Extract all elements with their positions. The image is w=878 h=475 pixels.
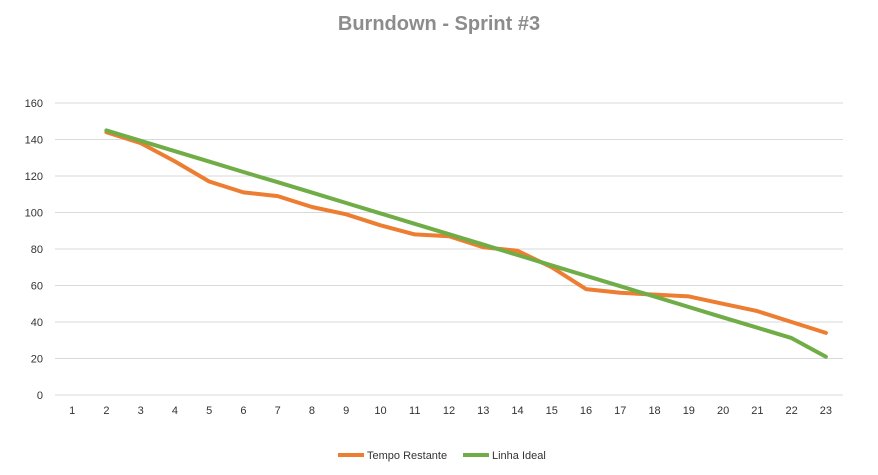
series-line-linha-ideal: [104, 128, 828, 359]
y-tick-label: 40: [31, 317, 43, 329]
x-tick-label: 9: [343, 405, 349, 417]
x-tick-label: 1: [69, 405, 75, 417]
x-tick-label: 20: [717, 405, 729, 417]
legend-label: Tempo Restante: [367, 450, 447, 462]
chart-title: Burndown - Sprint #3: [338, 13, 540, 35]
x-tick-label: 2: [103, 405, 109, 417]
x-tick-label: 21: [751, 405, 763, 417]
y-tick-label: 100: [25, 208, 43, 220]
x-axis-ticks: 1 2 3 4 5 6 7 8 9 10 11 12 13 14 15 16 17 18 19 20 21 22 23: [69, 405, 832, 417]
x-tick-label: 18: [648, 405, 660, 417]
y-tick-label: 20: [31, 354, 43, 366]
x-tick-label: 6: [240, 405, 246, 417]
x-tick-label: 12: [443, 405, 455, 417]
grid-lines: [55, 102, 843, 396]
x-tick-label: 13: [477, 405, 489, 417]
x-tick-label: 11: [409, 405, 420, 417]
legend-label: Linha Ideal: [492, 450, 546, 462]
y-tick-label: 80: [31, 244, 43, 256]
y-tick-label: 60: [31, 281, 43, 293]
y-axis-ticks: 0 20 40 60 80 100 120 140 160: [25, 98, 43, 402]
x-tick-label: 14: [511, 405, 523, 417]
x-tick-label: 4: [172, 405, 178, 417]
x-tick-label: 3: [138, 405, 144, 417]
legend-item: Linha Ideal: [463, 450, 546, 462]
x-tick-label: 16: [580, 405, 592, 417]
legend: Tempo Restante Linha Ideal: [338, 450, 546, 462]
y-tick-label: 160: [25, 98, 43, 110]
x-tick-label: 22: [785, 405, 797, 417]
x-tick-label: 8: [309, 405, 315, 417]
series-lines: [104, 128, 828, 359]
x-tick-label: 15: [546, 405, 558, 417]
legend-item: Tempo Restante: [338, 450, 447, 462]
x-tick-label: 7: [275, 405, 281, 417]
x-tick-label: 5: [206, 405, 212, 417]
x-tick-label: 23: [820, 405, 832, 417]
series-line-tempo-restante: [104, 130, 828, 335]
x-tick-label: 10: [374, 405, 386, 417]
x-tick-label: 19: [683, 405, 695, 417]
y-tick-label: 0: [37, 390, 43, 402]
x-tick-label: 17: [614, 405, 626, 417]
y-tick-label: 120: [25, 171, 43, 183]
y-tick-label: 140: [25, 135, 43, 147]
